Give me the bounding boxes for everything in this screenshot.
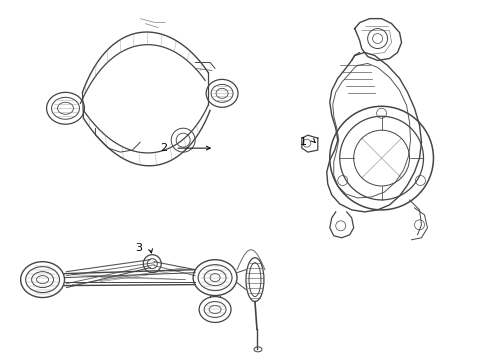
Text: 3: 3 (135, 243, 142, 253)
Text: 1: 1 (300, 137, 307, 147)
Text: 2: 2 (160, 143, 167, 153)
